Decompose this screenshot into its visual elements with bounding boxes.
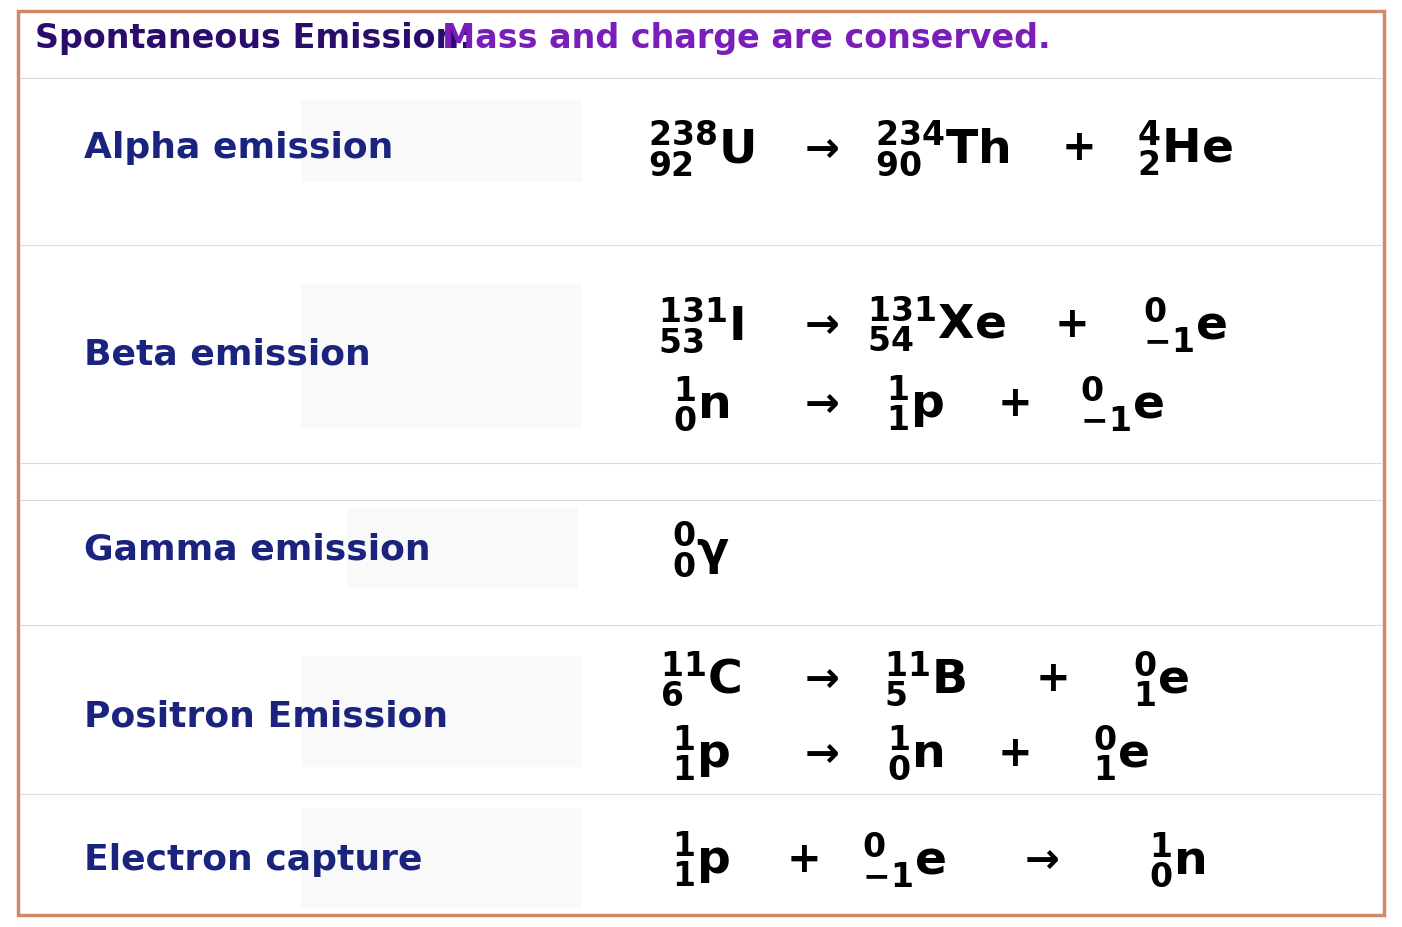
Text: $\mathbf{^{0}_{1}e}$: $\mathbf{^{0}_{1}e}$ xyxy=(1133,649,1189,708)
Text: $\mathbf{\rightarrow}$: $\mathbf{\rightarrow}$ xyxy=(796,303,838,346)
Text: $\mathbf{^{0}_{0}\gamma}$: $\mathbf{^{0}_{0}\gamma}$ xyxy=(672,519,730,578)
Text: $\mathbf{+}$: $\mathbf{+}$ xyxy=(785,838,819,881)
Text: Positron Emission: Positron Emission xyxy=(84,699,449,732)
Text: $\mathbf{+}$: $\mathbf{+}$ xyxy=(1035,657,1068,700)
Text: $\mathbf{^{0}_{-1}e}$: $\mathbf{^{0}_{-1}e}$ xyxy=(862,830,946,889)
Text: $\mathbf{^{1}_{1}p}$: $\mathbf{^{1}_{1}p}$ xyxy=(886,374,945,433)
Text: $\mathbf{+}$: $\mathbf{+}$ xyxy=(1053,303,1087,346)
Text: Spontaneous Emission:: Spontaneous Emission: xyxy=(35,22,496,56)
Text: $\mathbf{^{1}_{1}p}$: $\mathbf{^{1}_{1}p}$ xyxy=(672,723,730,782)
Text: $\mathbf{^{131}_{53}I}$: $\mathbf{^{131}_{53}I}$ xyxy=(658,295,744,354)
Text: Gamma emission: Gamma emission xyxy=(84,532,430,565)
Text: $\mathbf{^{4}_{2}He}$: $\mathbf{^{4}_{2}He}$ xyxy=(1137,118,1232,179)
Text: Alpha emission: Alpha emission xyxy=(84,132,394,165)
Text: $\mathbf{^{0}_{1}e}$: $\mathbf{^{0}_{1}e}$ xyxy=(1094,723,1150,782)
Bar xyxy=(301,808,582,908)
Text: $\mathbf{^{234}_{90}Th}$: $\mathbf{^{234}_{90}Th}$ xyxy=(875,119,1009,178)
Text: Mass and charge are conserved.: Mass and charge are conserved. xyxy=(442,22,1050,56)
Text: $\mathbf{\rightarrow}$: $\mathbf{\rightarrow}$ xyxy=(796,731,838,774)
Text: $\mathbf{^{238}_{92}U}$: $\mathbf{^{238}_{92}U}$ xyxy=(648,119,754,178)
Bar xyxy=(348,508,579,590)
Bar xyxy=(301,286,582,428)
Text: Beta emission: Beta emission xyxy=(84,337,372,371)
Text: $\mathbf{^{0}_{-1}e}$: $\mathbf{^{0}_{-1}e}$ xyxy=(1080,374,1164,433)
Text: $\mathbf{^{1}_{0}n}$: $\mathbf{^{1}_{0}n}$ xyxy=(673,374,729,433)
Text: $\mathbf{^{0}_{-1}e}$: $\mathbf{^{0}_{-1}e}$ xyxy=(1143,295,1227,354)
Text: $\mathbf{+}$: $\mathbf{+}$ xyxy=(997,382,1030,425)
Text: $\mathbf{\rightarrow}$: $\mathbf{\rightarrow}$ xyxy=(796,657,838,700)
Text: $\mathbf{^{1}_{1}p}$: $\mathbf{^{1}_{1}p}$ xyxy=(672,830,730,889)
Text: $\mathbf{^{11}_{6}C}$: $\mathbf{^{11}_{6}C}$ xyxy=(660,649,742,708)
Bar xyxy=(301,101,582,183)
Text: $\mathbf{\rightarrow}$: $\mathbf{\rightarrow}$ xyxy=(796,382,838,425)
Text: $\mathbf{\rightarrow}$: $\mathbf{\rightarrow}$ xyxy=(796,127,838,170)
Text: $\mathbf{^{1}_{0}n}$: $\mathbf{^{1}_{0}n}$ xyxy=(1150,830,1206,889)
Text: $\mathbf{\rightarrow}$: $\mathbf{\rightarrow}$ xyxy=(1016,838,1059,881)
Text: $\mathbf{^{131}_{54}Xe}$: $\mathbf{^{131}_{54}Xe}$ xyxy=(866,295,1007,354)
Text: $\mathbf{+}$: $\mathbf{+}$ xyxy=(997,731,1030,774)
Text: $\mathbf{+}$: $\mathbf{+}$ xyxy=(1060,127,1094,170)
Text: $\mathbf{^{1}_{0}n}$: $\mathbf{^{1}_{0}n}$ xyxy=(887,723,944,782)
Text: $\mathbf{^{11}_{5}B}$: $\mathbf{^{11}_{5}B}$ xyxy=(885,649,966,708)
Text: Electron capture: Electron capture xyxy=(84,843,422,876)
Bar xyxy=(301,656,582,768)
